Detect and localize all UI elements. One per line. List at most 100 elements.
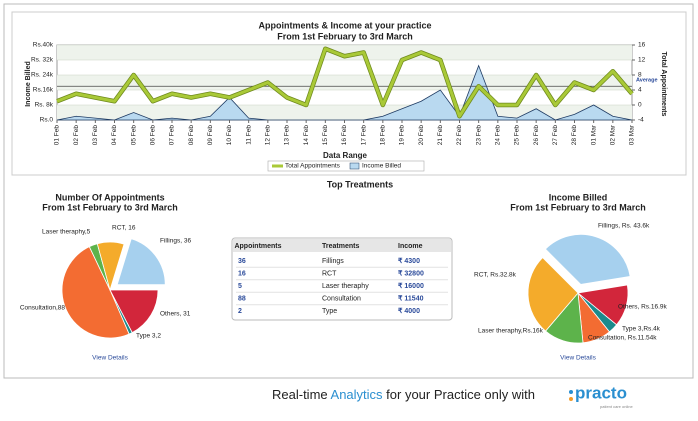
footer-text: Real-time Analytics for your Practice on… bbox=[272, 387, 535, 402]
y2-tick-label: 0 bbox=[638, 102, 642, 109]
table-title: Top Treatments bbox=[327, 179, 393, 189]
pie-title: Number Of Appointments bbox=[55, 192, 164, 202]
logo-dot bbox=[569, 397, 573, 401]
x-tick-label: 06 Feb bbox=[150, 125, 157, 146]
y-axis-title: Income Billed bbox=[25, 61, 32, 107]
table-cell: ₹ 11540 bbox=[398, 294, 424, 302]
pie-label: Type 3,2 bbox=[136, 333, 161, 340]
table-cell: Type bbox=[322, 308, 337, 315]
treatments-table: Appointments Treatments Income 36 Fillings ₹ … bbox=[231, 237, 453, 321]
x-tick-label: 05 Feb bbox=[130, 125, 137, 146]
x-tick-label: 10 Feb bbox=[226, 125, 233, 146]
table-header: Appointments bbox=[234, 243, 281, 250]
pie-label: RCT, 16 bbox=[112, 225, 136, 232]
pie-slice bbox=[527, 257, 579, 332]
y-tick-label: Rs.16k bbox=[33, 87, 54, 94]
table-cell: 88 bbox=[238, 295, 246, 302]
table-box bbox=[231, 237, 453, 321]
pie-label: Fillings, Rs. 43.6k bbox=[598, 223, 650, 230]
pie-label: Others, 31 bbox=[160, 311, 191, 318]
x-axis-title: Data Range bbox=[323, 151, 368, 160]
x-tick-label: 20 Feb bbox=[418, 125, 425, 146]
y-tick-label: Rs. 8k bbox=[35, 102, 54, 109]
x-tick-label: 13 Feb bbox=[284, 125, 291, 146]
legend-label: Total Appointments bbox=[285, 163, 341, 170]
pie-label: RCT, Rs.32.8k bbox=[474, 272, 517, 279]
x-tick-label: 08 Feb bbox=[188, 125, 195, 146]
chart-title: Appointments & Income at your practice bbox=[258, 20, 431, 30]
x-tick-label: 07 Feb bbox=[169, 125, 176, 146]
table-cell: 36 bbox=[238, 258, 246, 265]
footer-part: Analytics bbox=[331, 387, 384, 402]
view-details-link[interactable]: View Details bbox=[560, 355, 596, 362]
table-cell: ₹ 4300 bbox=[398, 257, 420, 265]
table-header: Income bbox=[398, 243, 423, 250]
pie-slice bbox=[96, 241, 125, 292]
view-details-link[interactable]: View Details bbox=[92, 355, 128, 362]
x-tick-label: 23 Feb bbox=[475, 125, 482, 146]
x-tick-label: 21 Feb bbox=[437, 125, 444, 146]
logo-tagline: patient care online bbox=[600, 404, 633, 409]
x-tick-label: 01 Mar bbox=[590, 124, 597, 145]
x-tick-label: 25 Feb bbox=[514, 125, 521, 146]
y-tick-label: Rs.0 bbox=[40, 117, 54, 124]
y2-tick-label: 12 bbox=[638, 57, 646, 64]
income-area bbox=[56, 64, 633, 121]
pie-subtitle: From 1st February to 3rd March bbox=[42, 202, 178, 212]
pie-label: Fillings, 36 bbox=[160, 238, 191, 245]
x-tick-label: 17 Feb bbox=[360, 125, 367, 146]
grid-band bbox=[57, 45, 632, 60]
y2-tick-label: -4 bbox=[638, 117, 644, 124]
y2-tick-label: 8 bbox=[638, 72, 642, 79]
x-tick-label: 19 Feb bbox=[399, 125, 406, 146]
table-cell: Laser theraphy bbox=[322, 283, 369, 290]
pie-slice bbox=[116, 238, 166, 286]
x-tick-label: 14 Feb bbox=[303, 125, 310, 146]
table-cell: ₹ 4000 bbox=[398, 307, 420, 315]
appointments-line bbox=[56, 47, 634, 118]
average-label: Average bbox=[636, 78, 658, 84]
y-tick-label: Rs. 32k bbox=[31, 57, 54, 64]
pie-subtitle: From 1st February to 3rd March bbox=[510, 202, 646, 212]
y2-tick-label: 16 bbox=[638, 42, 646, 49]
table-cell: Consultation bbox=[322, 295, 361, 302]
y2-tick-label: 4 bbox=[638, 87, 642, 94]
x-tick-label: 03 Feb bbox=[92, 125, 99, 146]
x-tick-label: 02 Feb bbox=[73, 125, 80, 146]
x-tick-label: 27 Feb bbox=[552, 125, 559, 146]
x-tick-label: 22 Feb bbox=[456, 125, 463, 146]
legend-label: Income Billed bbox=[362, 163, 401, 170]
x-tick-label: 11 Feb bbox=[245, 125, 252, 145]
table-cell: Fillings bbox=[322, 258, 344, 265]
chart-subtitle: From 1st February to 3rd March bbox=[277, 31, 413, 41]
pie-label: Others, Rs.16.9k bbox=[618, 304, 668, 311]
table-cell: 16 bbox=[238, 270, 246, 277]
pie-label: Laser theraphy,Rs.16k bbox=[478, 328, 544, 335]
x-tick-label: 04 Feb bbox=[111, 125, 118, 146]
x-tick-label: 18 Feb bbox=[380, 125, 387, 146]
x-tick-label: 09 Feb bbox=[207, 125, 214, 146]
pie-title: Income Billed bbox=[549, 192, 608, 202]
x-tick-label: 12 Feb bbox=[265, 125, 272, 146]
pie-slice bbox=[544, 234, 631, 285]
pie-label: Consultation,88 bbox=[20, 305, 66, 312]
footer: Real-time Analytics for your Practice on… bbox=[272, 383, 633, 409]
legend: Total Appointments Income Billed bbox=[267, 160, 425, 172]
x-tick-label: 26 Feb bbox=[533, 125, 540, 146]
y2-axis-title: Total Appointments bbox=[660, 52, 667, 117]
x-tick-label: 01 Feb bbox=[54, 125, 61, 146]
table-cell: 5 bbox=[238, 283, 242, 290]
x-tick-label: 02 Mar bbox=[610, 124, 617, 145]
footer-part: for your Practice only with bbox=[383, 387, 535, 402]
logo-dot bbox=[569, 390, 573, 394]
legend-box bbox=[267, 160, 425, 172]
x-tick-label: 15 Feb bbox=[322, 125, 329, 146]
x-tick-label: 16 Feb bbox=[341, 125, 348, 146]
x-tick-label: 24 Feb bbox=[495, 125, 502, 146]
table-cell: ₹ 16000 bbox=[398, 282, 424, 290]
footer-part: Real-time bbox=[272, 387, 331, 402]
pie-label: Laser theraphy,5 bbox=[42, 229, 91, 236]
y-tick-label: Rs. 24k bbox=[31, 72, 54, 79]
table-header: Treatments bbox=[322, 243, 359, 250]
